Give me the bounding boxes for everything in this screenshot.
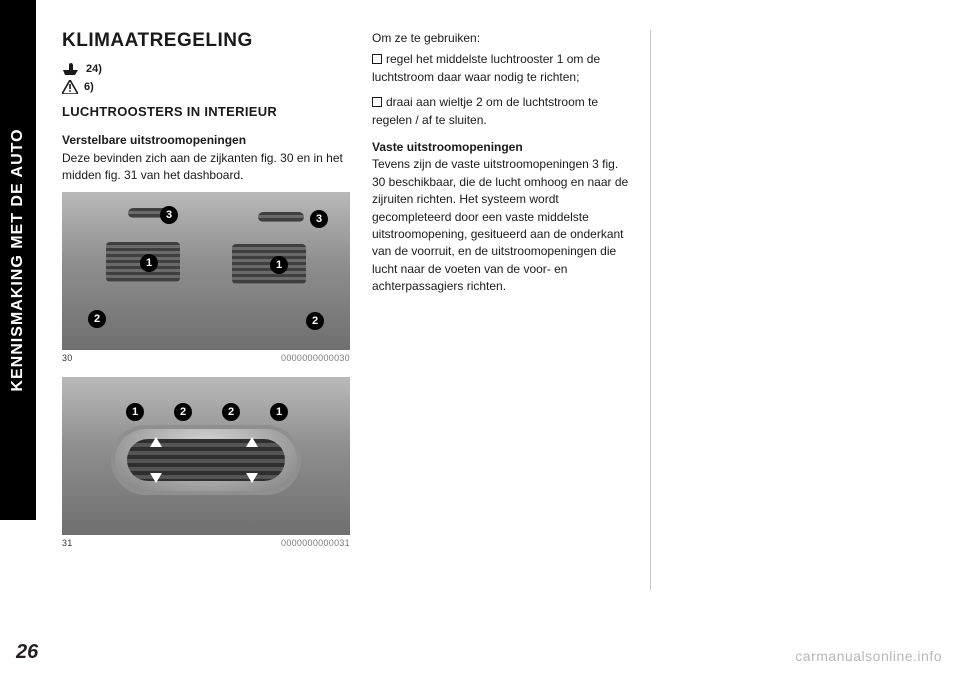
usage-intro: Om ze te gebruiken: — [372, 30, 634, 47]
usage-bullet-2-text: draai aan wieltje 2 om de luchtstroom te… — [372, 95, 598, 126]
figure-30-code: 0000000000030 — [281, 353, 350, 363]
defrost-slot-graphic — [258, 212, 304, 222]
column-1: KLIMAATREGELING 24) 6) LUCHTROOSTERS IN … — [62, 30, 350, 550]
callout-badge: 2 — [306, 312, 324, 330]
figure-30-num: 30 — [62, 353, 73, 363]
callout-badge: 3 — [310, 210, 328, 228]
arrow-up-icon — [150, 437, 162, 447]
ref-row-hand: 24) — [62, 62, 350, 76]
ref-hand-num: 24) — [86, 63, 102, 75]
fixed-vents-body: Tevens zijn de vaste uitstroomopeningen … — [372, 157, 628, 293]
figure-30: 331122 30 0000000000030 — [62, 192, 350, 363]
square-bullet-icon — [372, 54, 382, 64]
callout-badge: 2 — [222, 403, 240, 421]
page-number: 26 — [16, 641, 38, 664]
callout-badge: 2 — [174, 403, 192, 421]
figure-31-image: 1 2 2 1 — [62, 377, 350, 535]
para1-lead: Verstelbare uitstroomopeningen — [62, 133, 246, 147]
column-2: Om ze te gebruiken: regel het middelste … — [372, 30, 634, 303]
figure-31: 1 2 2 1 31 0000000000031 — [62, 377, 350, 548]
chapter-tab-label: KENNISMAKING MET DE AUTO — [9, 128, 27, 391]
source-watermark: carmanualsonline.info — [795, 648, 942, 664]
figure-31-num: 31 — [62, 538, 73, 548]
callout-badge: 3 — [160, 206, 178, 224]
chapter-tab: KENNISMAKING MET DE AUTO — [0, 0, 36, 520]
ref-row-warn: 6) — [62, 80, 350, 94]
warning-triangle-icon — [62, 80, 78, 94]
para1-body: Deze bevinden zich aan de zijkanten fig.… — [62, 151, 343, 182]
subheading: LUCHTROOSTERS IN INTERIEUR — [62, 104, 350, 120]
hand-pointer-icon — [62, 62, 80, 76]
arrow-down-icon — [246, 473, 258, 483]
fixed-vents-lead: Vaste uitstroomopeningen — [372, 140, 523, 154]
section-title: KLIMAATREGELING — [62, 30, 350, 52]
figure-31-caption: 31 0000000000031 — [62, 538, 350, 548]
centre-vent-graphic — [111, 425, 301, 495]
side-vent-graphic — [232, 244, 306, 284]
callout-badge: 1 — [270, 403, 288, 421]
square-bullet-icon — [372, 97, 382, 107]
ref-warn-num: 6) — [84, 81, 94, 93]
fixed-vents-para: Vaste uitstroomopeningen Tevens zijn de … — [372, 139, 634, 296]
callout-badge: 1 — [126, 403, 144, 421]
figure-30-image: 331122 — [62, 192, 350, 350]
para-adjustable-vents: Verstelbare uitstroomopeningen Deze bevi… — [62, 132, 350, 184]
arrow-down-icon — [150, 473, 162, 483]
manual-page: KENNISMAKING MET DE AUTO 26 carmanualson… — [0, 0, 960, 678]
figure-30-caption: 30 0000000000030 — [62, 353, 350, 363]
usage-bullet-1-text: regel het middelste luchtrooster 1 om de… — [372, 52, 600, 83]
arrow-up-icon — [246, 437, 258, 447]
callout-badge: 2 — [88, 310, 106, 328]
figure-31-code: 0000000000031 — [281, 538, 350, 548]
usage-bullet-1: regel het middelste luchtrooster 1 om de… — [372, 51, 634, 86]
usage-bullet-2: draai aan wieltje 2 om de luchtstroom te… — [372, 94, 634, 129]
column-divider — [650, 30, 651, 590]
